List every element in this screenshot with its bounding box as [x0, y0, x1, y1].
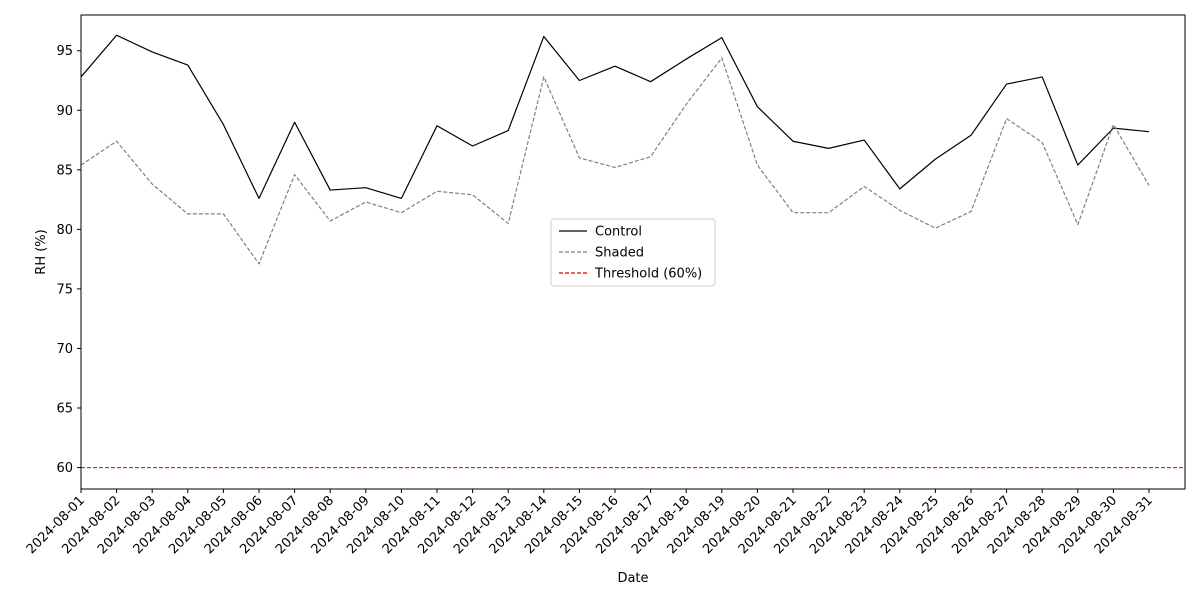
y-axis-label: RH (%) — [34, 229, 49, 274]
y-tick-label: 65 — [56, 402, 73, 417]
legend: Control Shaded Threshold (60%) — [550, 218, 716, 287]
plot-frame — [80, 14, 1186, 490]
legend-entry-shaded: Shaded — [595, 246, 644, 261]
legend-box — [550, 218, 716, 287]
series-layer — [80, 34, 1150, 265]
y-tick-label: 80 — [56, 223, 73, 238]
series-line-control — [80, 34, 1150, 200]
y-tick-label: 70 — [56, 342, 73, 357]
x-axis-ticks: 2024-08-012024-08-022024-08-032024-08-04… — [24, 489, 1156, 557]
legend-entry-control: Control — [595, 225, 642, 240]
y-tick-label: 95 — [56, 44, 73, 59]
x-axis-label: Date — [617, 571, 648, 586]
y-tick-label: 60 — [56, 461, 73, 476]
y-axis-ticks: 60 65 70 75 80 85 90 95 — [56, 44, 81, 476]
y-tick-label: 90 — [56, 104, 73, 119]
legend-entry-threshold: Threshold (60%) — [594, 267, 702, 282]
series-line-shaded — [80, 57, 1150, 265]
y-tick-label: 85 — [56, 163, 73, 178]
y-tick-label: 75 — [56, 282, 73, 297]
